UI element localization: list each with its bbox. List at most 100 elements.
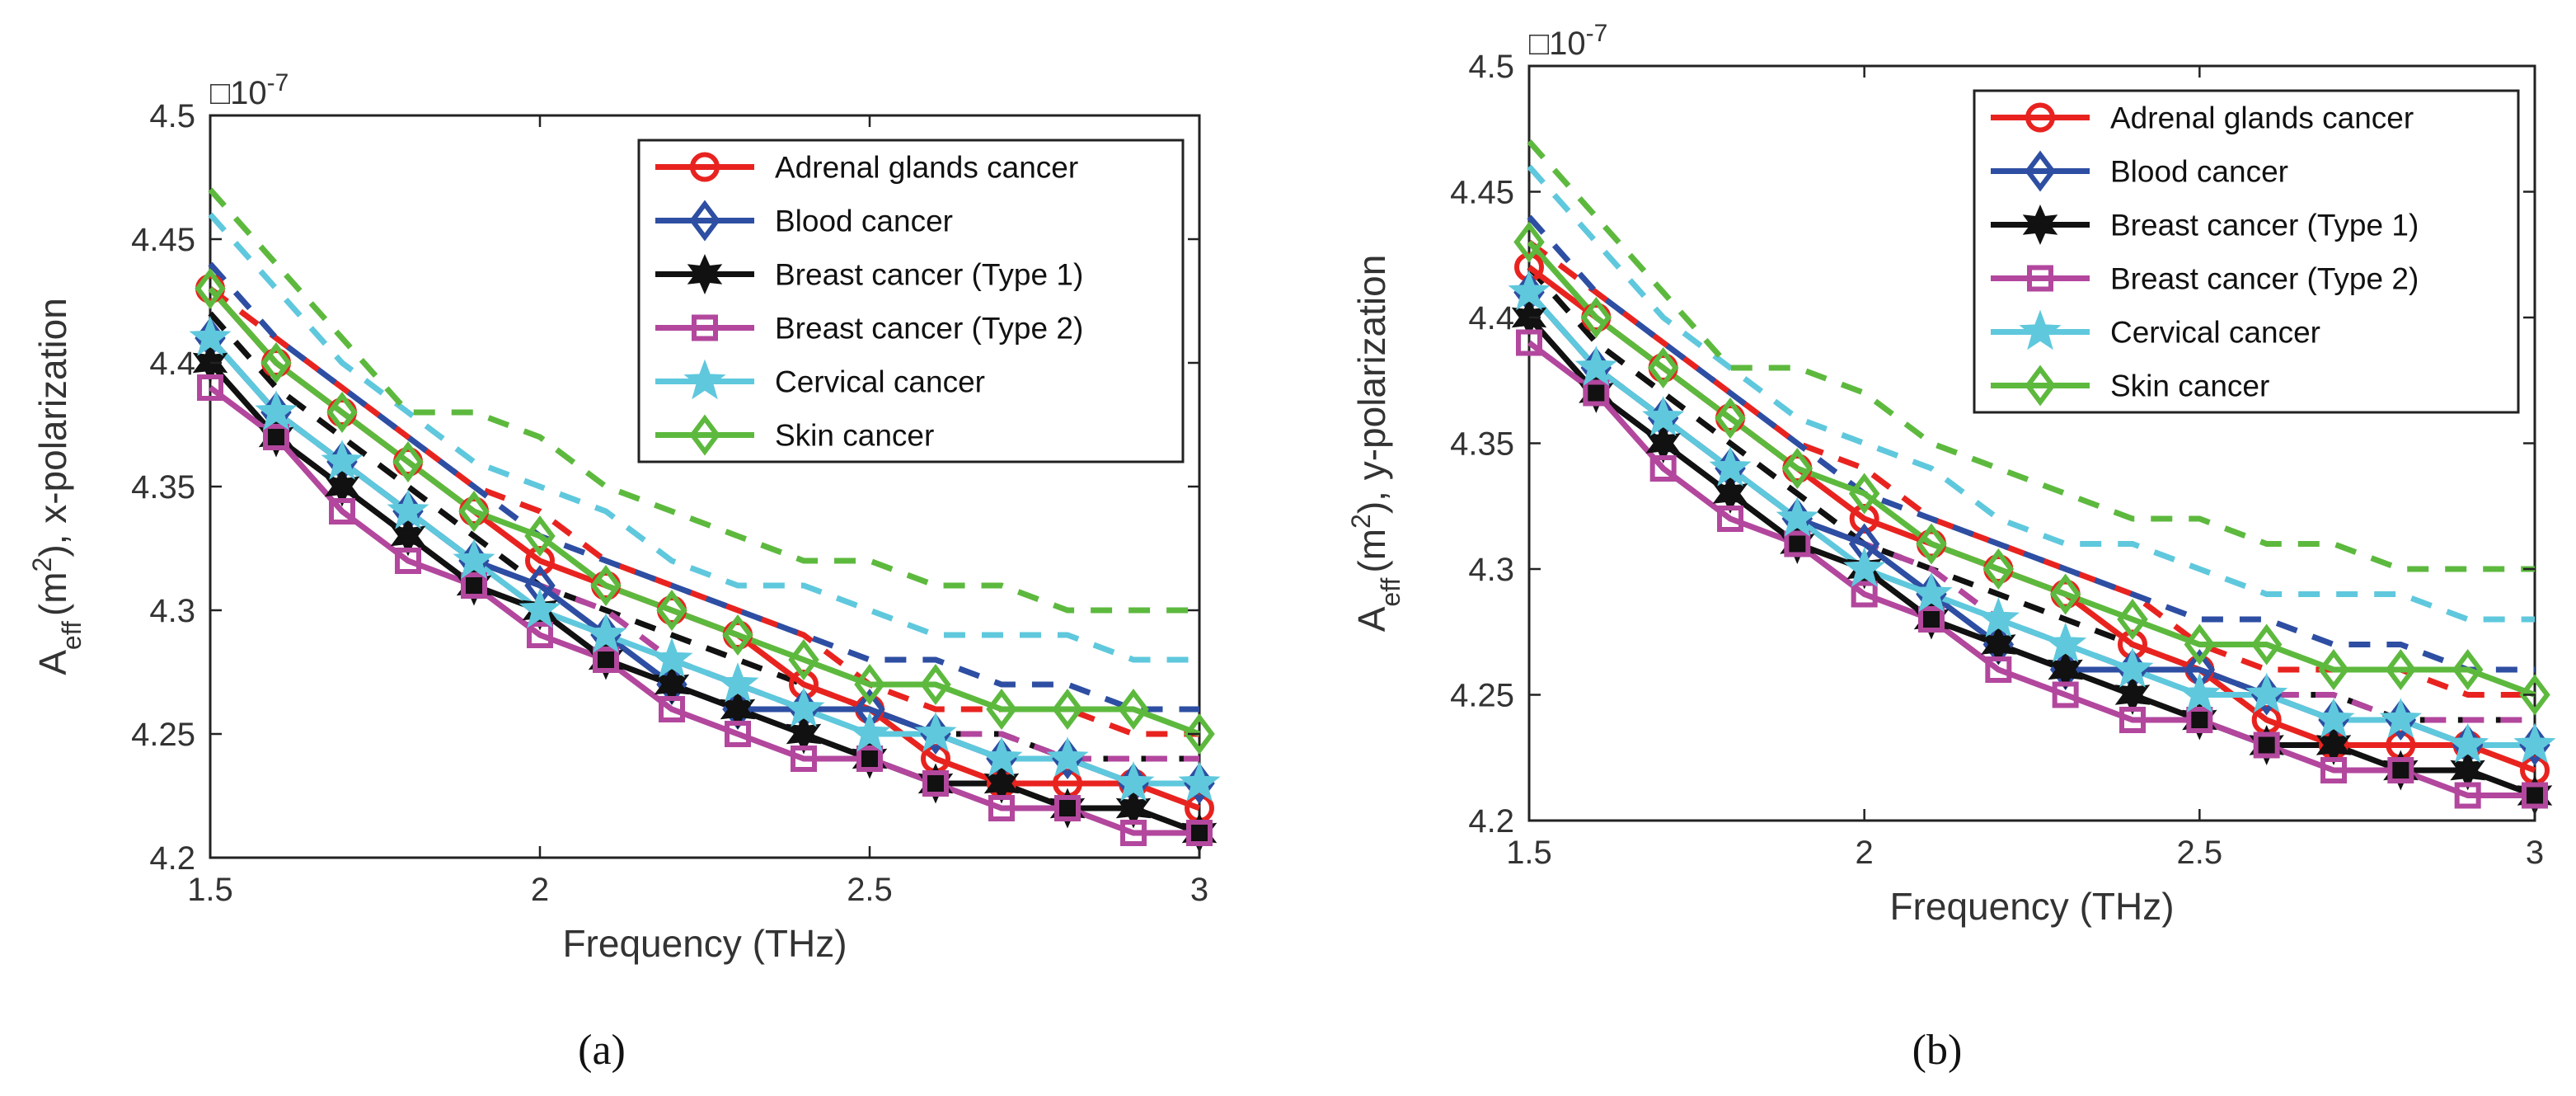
data-point bbox=[2117, 599, 2148, 640]
caption-a: (a) bbox=[578, 1027, 626, 1074]
y-tick-label: 4.45 bbox=[131, 222, 195, 258]
x-tick-label: 2.5 bbox=[2177, 835, 2223, 871]
legend-marker bbox=[2025, 365, 2056, 407]
y-axis-label-unit-b: (m bbox=[1350, 529, 1393, 573]
data-point bbox=[1981, 624, 2016, 665]
y-axis-label-unit-a: (m bbox=[31, 572, 74, 616]
legend-label: Skin cancer bbox=[775, 419, 934, 453]
data-point bbox=[1120, 820, 1147, 846]
data-point bbox=[524, 515, 556, 557]
data-point bbox=[1046, 736, 1089, 777]
data-point bbox=[1709, 446, 1752, 487]
data-point bbox=[1054, 795, 1081, 821]
exponent-base-a: 10 bbox=[230, 75, 267, 111]
series-line-skin-cancer bbox=[1527, 240, 2536, 698]
data-point bbox=[1052, 689, 1083, 730]
dashed-line-blood-cancer bbox=[1527, 214, 2535, 673]
y-tick-label: 4.25 bbox=[1450, 678, 1514, 714]
legend-marker bbox=[689, 414, 720, 456]
y-tick-label: 4.5 bbox=[149, 98, 195, 134]
legend-marker bbox=[2022, 205, 2058, 245]
legend-marker bbox=[692, 314, 718, 341]
data-point bbox=[1115, 788, 1152, 829]
data-point bbox=[456, 565, 492, 606]
series-line-cervical-cancer bbox=[1527, 290, 2535, 748]
y-axis-label-sub-b: eff bbox=[1376, 577, 1405, 606]
dashed-line-breast-cancer-type-2- bbox=[208, 336, 1199, 762]
data-point bbox=[1649, 455, 1677, 482]
y-ticks-b: 4.2 4.25 4.3 4.35 4.4 4.45 4.5 bbox=[1450, 49, 2535, 840]
data-point bbox=[263, 424, 289, 450]
y-axis-label-main-a: A bbox=[31, 650, 74, 675]
data-point bbox=[2250, 623, 2283, 666]
series-line-breast-cancer-type-1- bbox=[1527, 315, 2536, 798]
data-point bbox=[1642, 396, 1685, 436]
data-point bbox=[2312, 698, 2355, 738]
data-point bbox=[716, 662, 759, 703]
legend-marker bbox=[683, 359, 726, 400]
x-tick-label: 3 bbox=[2526, 835, 2544, 871]
data-point bbox=[392, 441, 424, 482]
y-axis-label-tail-b: ), y-polarization bbox=[1350, 255, 1393, 514]
markers-b bbox=[1508, 221, 2556, 816]
exponent-label-a: □10-7 bbox=[210, 69, 289, 112]
data-point bbox=[593, 647, 619, 673]
data-point bbox=[650, 637, 693, 678]
data-point bbox=[1977, 597, 2020, 637]
data-point bbox=[255, 390, 298, 430]
x-ticks-a: 1.5 2 2.5 3 bbox=[187, 115, 1208, 908]
data-point bbox=[1717, 506, 1743, 532]
data-point bbox=[2320, 757, 2347, 783]
data-point bbox=[2186, 707, 2213, 733]
panel-a: 1.5 2 2.5 3 4.2 4.25 4.3 4.35 4.4 4.45 4.5 Adrena… bbox=[27, 69, 1221, 1074]
dashed-line-blood-cancer bbox=[208, 261, 1199, 713]
legend-b: Adrenal glands cancer Blood cancer Breast … bbox=[1973, 89, 2520, 414]
data-point bbox=[195, 268, 226, 309]
data-point bbox=[321, 440, 364, 480]
dashed-line-cervical-cancer bbox=[208, 212, 1199, 663]
data-point bbox=[1112, 761, 1155, 802]
data-point bbox=[1184, 713, 1215, 755]
data-point bbox=[2513, 722, 2556, 764]
data-point bbox=[2452, 649, 2484, 690]
legend-label: Cervical cancer bbox=[775, 365, 985, 399]
data-point bbox=[1843, 547, 1886, 587]
data-point bbox=[584, 613, 627, 653]
data-point bbox=[1645, 423, 1681, 463]
x-tick-label: 2.5 bbox=[847, 872, 893, 908]
markers-a bbox=[189, 268, 1221, 854]
data-point bbox=[2379, 698, 2422, 738]
data-point bbox=[1712, 473, 1748, 514]
data-point bbox=[922, 770, 949, 797]
data-point bbox=[1982, 548, 2015, 590]
data-point bbox=[2385, 649, 2417, 690]
data-point bbox=[1776, 496, 1818, 537]
legend-label: Blood cancer bbox=[775, 205, 953, 238]
data-point bbox=[326, 392, 358, 433]
data-point bbox=[1715, 397, 1746, 439]
y-axis-label-sub-a: eff bbox=[57, 621, 87, 650]
legend-label: Cervical cancer bbox=[2110, 316, 2320, 350]
y-tick-label: 4.3 bbox=[149, 593, 195, 629]
data-point bbox=[1118, 689, 1149, 730]
legend-label: Adrenal glands cancer bbox=[2110, 101, 2414, 135]
data-point bbox=[1784, 530, 1811, 557]
caption-b: (b) bbox=[1912, 1027, 1963, 1074]
legend-marker bbox=[690, 152, 720, 182]
data-point bbox=[1918, 606, 1945, 633]
data-point bbox=[2316, 725, 2352, 765]
data-point bbox=[2184, 623, 2216, 666]
data-point bbox=[2044, 622, 2087, 663]
legend-marker bbox=[687, 254, 723, 294]
y-tick-label: 4.2 bbox=[1468, 803, 1514, 840]
data-point bbox=[1186, 820, 1213, 846]
data-point bbox=[917, 763, 954, 804]
data-point bbox=[725, 721, 751, 747]
dashed-line-skin-cancer bbox=[208, 187, 1199, 614]
exponent-box-b: □ bbox=[1529, 26, 1549, 62]
data-point bbox=[1985, 656, 2012, 683]
x-tick-label: 1.5 bbox=[187, 872, 233, 908]
legend-label: Breast cancer (Type 2) bbox=[2110, 262, 2419, 296]
y-ticks-a: 4.2 4.25 4.3 4.35 4.4 4.45 4.5 bbox=[131, 98, 1199, 877]
data-point bbox=[518, 588, 561, 628]
